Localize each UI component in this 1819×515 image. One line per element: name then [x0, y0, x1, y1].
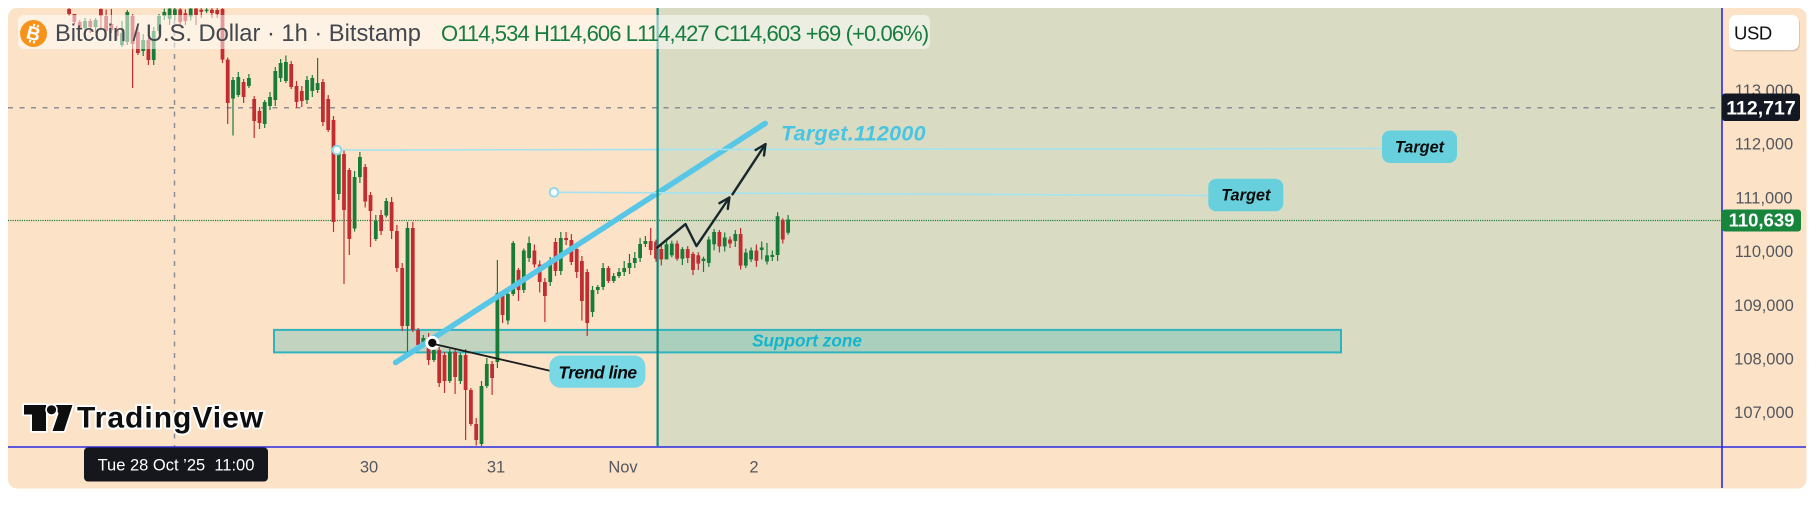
- svg-text:B: B: [24, 23, 42, 47]
- svg-text:USD: USD: [1734, 23, 1772, 44]
- svg-text:2: 2: [749, 459, 758, 477]
- svg-text:108,000: 108,000: [1734, 350, 1794, 368]
- svg-text:30: 30: [360, 459, 378, 477]
- svg-text:Target: Target: [1395, 138, 1445, 156]
- svg-text:110,639: 110,639: [1729, 210, 1795, 231]
- svg-text:O114,534 H114,606 L114,427 C11: O114,534 H114,606 L114,427 C114,603 +69 …: [441, 21, 928, 46]
- svg-text:Target: Target: [1221, 187, 1271, 205]
- svg-text:112,717: 112,717: [1726, 98, 1795, 120]
- svg-text:Target.112000: Target.112000: [781, 122, 926, 146]
- svg-text:109,000: 109,000: [1734, 297, 1794, 315]
- svg-text:112,000: 112,000: [1735, 135, 1793, 153]
- svg-text:31: 31: [487, 459, 505, 477]
- svg-text:Tue 28 Oct ’25 11:00: Tue 28 Oct ’25 11:00: [98, 457, 255, 475]
- svg-text:110,000: 110,000: [1735, 243, 1793, 261]
- svg-text:107,000: 107,000: [1734, 404, 1794, 422]
- svg-text:Bitcoin / U.S. Dollar · 1h · B: Bitcoin / U.S. Dollar · 1h · Bitstamp: [55, 21, 421, 47]
- svg-text:Support zone: Support zone: [752, 331, 862, 351]
- svg-text:TradingView: TradingView: [77, 402, 264, 435]
- svg-text:111,000: 111,000: [1735, 190, 1792, 208]
- svg-text:Nov: Nov: [608, 459, 638, 477]
- svg-text:Trend line: Trend line: [558, 362, 637, 382]
